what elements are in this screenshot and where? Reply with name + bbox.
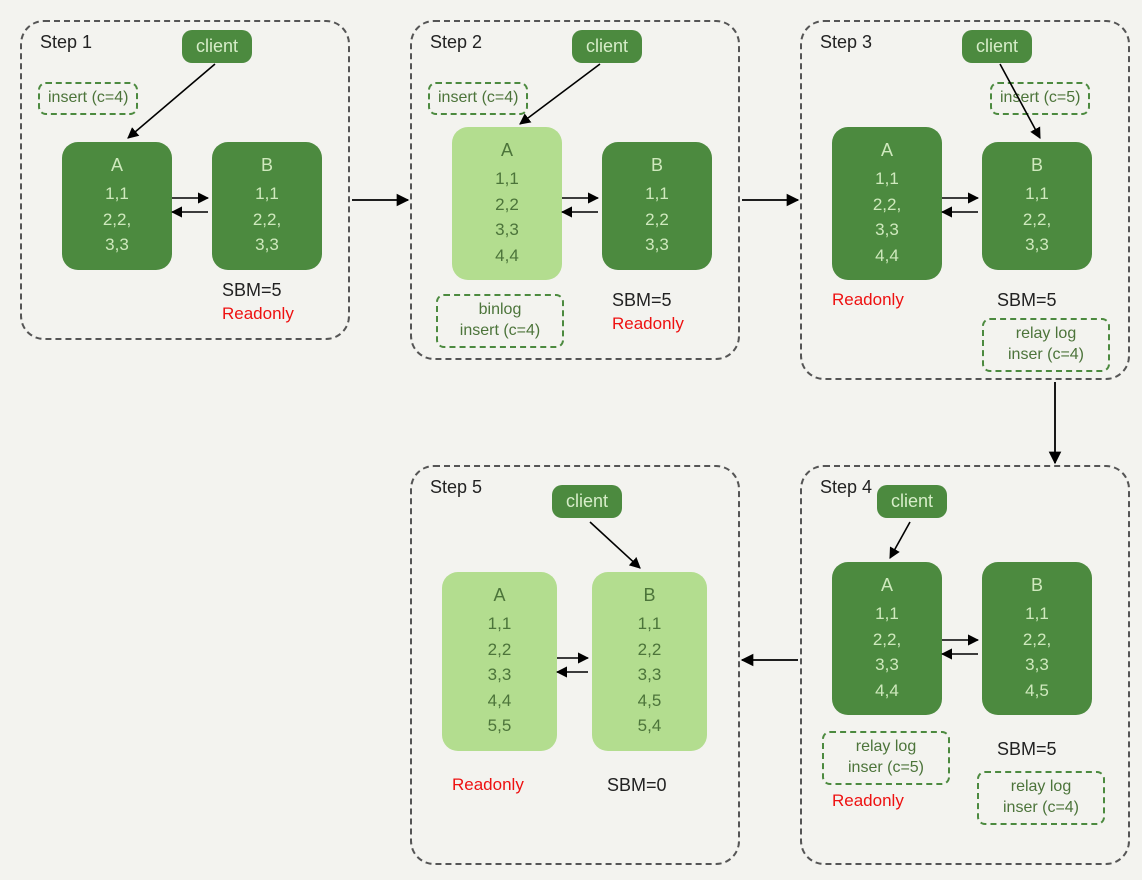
step3-db-b-row: 2,2,	[982, 207, 1092, 233]
step4-relay-a-note: relay log inser (c=5)	[822, 731, 950, 785]
step3-relay-line2: inser (c=4)	[1008, 346, 1084, 363]
step2-db-a: A 1,1 2,2 3,3 4,4	[452, 127, 562, 280]
step2-binlog-line2: insert (c=4)	[460, 322, 540, 339]
step4-db-a-row: 1,1	[832, 601, 942, 627]
step2-binlog-note: binlog insert (c=4)	[436, 294, 564, 348]
step3-panel: Step 3 client insert (c=5) A 1,1 2,2, 3,…	[800, 20, 1130, 380]
step4-sbm: SBM=5	[997, 739, 1057, 760]
step5-db-b-row: 2,2	[592, 637, 707, 663]
step2-db-a-row: 1,1	[452, 166, 562, 192]
step4-client: client	[877, 485, 947, 518]
step1-insert-note: insert (c=4)	[38, 82, 138, 115]
step3-db-a-row: 3,3	[832, 217, 942, 243]
step4-panel: Step 4 client A 1,1 2,2, 3,3 4,4 B 1,1 2…	[800, 465, 1130, 865]
step5-panel: Step 5 client A 1,1 2,2 3,3 4,4 5,5 B 1,…	[410, 465, 740, 865]
step3-client: client	[962, 30, 1032, 63]
step4-relay-b-line2: inser (c=4)	[1003, 799, 1079, 816]
step5-db-a-row: 3,3	[442, 662, 557, 688]
step2-db-a-row: 4,4	[452, 243, 562, 269]
step2-db-a-title: A	[452, 137, 562, 164]
step5-db-a: A 1,1 2,2 3,3 4,4 5,5	[442, 572, 557, 751]
step2-db-a-row: 3,3	[452, 217, 562, 243]
step3-db-a-row: 4,4	[832, 243, 942, 269]
step5-sbm: SBM=0	[607, 775, 667, 796]
step3-label: Step 3	[820, 32, 872, 53]
step5-db-b-row: 3,3	[592, 662, 707, 688]
step3-db-b-row: 1,1	[982, 181, 1092, 207]
step4-db-b-row: 3,3	[982, 652, 1092, 678]
step1-db-b-row: 3,3	[212, 232, 322, 258]
step4-db-b-row: 1,1	[982, 601, 1092, 627]
step1-db-b-title: B	[212, 152, 322, 179]
step2-db-b: B 1,1 2,2 3,3	[602, 142, 712, 270]
step1-db-b: B 1,1 2,2, 3,3	[212, 142, 322, 270]
step1-client: client	[182, 30, 252, 63]
step5-db-a-title: A	[442, 582, 557, 609]
step4-relay-a-line2: inser (c=5)	[848, 759, 924, 776]
step2-insert-note: insert (c=4)	[428, 82, 528, 115]
step1-label: Step 1	[40, 32, 92, 53]
step4-db-a-row: 2,2,	[832, 627, 942, 653]
step4-db-a-row: 3,3	[832, 652, 942, 678]
step1-db-a-row: 2,2,	[62, 207, 172, 233]
step1-sbm: SBM=5	[222, 280, 282, 301]
step5-db-b-row: 5,4	[592, 713, 707, 739]
step4-label: Step 4	[820, 477, 872, 498]
step2-readonly: Readonly	[612, 314, 684, 334]
step2-db-b-row: 2,2	[602, 207, 712, 233]
step2-db-b-title: B	[602, 152, 712, 179]
step3-db-b-title: B	[982, 152, 1092, 179]
step4-db-b-row: 2,2,	[982, 627, 1092, 653]
step4-relay-a-line1: relay log	[856, 738, 916, 755]
step4-db-b: B 1,1 2,2, 3,3 4,5	[982, 562, 1092, 715]
step2-binlog-line1: binlog	[479, 301, 522, 318]
step5-db-a-row: 1,1	[442, 611, 557, 637]
step3-relay-note: relay log inser (c=4)	[982, 318, 1110, 372]
step3-sbm: SBM=5	[997, 290, 1057, 311]
step5-db-b-title: B	[592, 582, 707, 609]
step1-panel: Step 1 client insert (c=4) A 1,1 2,2, 3,…	[20, 20, 350, 340]
step4-db-a-row: 4,4	[832, 678, 942, 704]
step5-client: client	[552, 485, 622, 518]
step5-db-a-row: 5,5	[442, 713, 557, 739]
step1-db-a: A 1,1 2,2, 3,3	[62, 142, 172, 270]
step3-db-b-row: 3,3	[982, 232, 1092, 258]
step3-db-a-row: 2,2,	[832, 192, 942, 218]
step4-db-b-row: 4,5	[982, 678, 1092, 704]
step1-db-b-row: 2,2,	[212, 207, 322, 233]
step2-panel: Step 2 client insert (c=4) A 1,1 2,2 3,3…	[410, 20, 740, 360]
step4-db-b-title: B	[982, 572, 1092, 599]
step1-db-b-row: 1,1	[212, 181, 322, 207]
step4-relay-b-note: relay log inser (c=4)	[977, 771, 1105, 825]
step4-db-a: A 1,1 2,2, 3,3 4,4	[832, 562, 942, 715]
step3-db-a-title: A	[832, 137, 942, 164]
step3-readonly: Readonly	[832, 290, 904, 310]
step2-db-b-row: 1,1	[602, 181, 712, 207]
step3-relay-line1: relay log	[1016, 325, 1076, 342]
step4-readonly: Readonly	[832, 791, 904, 811]
step3-insert-note: insert (c=5)	[990, 82, 1090, 115]
step2-db-a-row: 2,2	[452, 192, 562, 218]
step4-db-a-title: A	[832, 572, 942, 599]
step3-db-b: B 1,1 2,2, 3,3	[982, 142, 1092, 270]
step4-relay-b-line1: relay log	[1011, 778, 1071, 795]
step1-readonly: Readonly	[222, 304, 294, 324]
step3-db-a: A 1,1 2,2, 3,3 4,4	[832, 127, 942, 280]
step3-db-a-row: 1,1	[832, 166, 942, 192]
step5-db-b-row: 1,1	[592, 611, 707, 637]
step5-readonly: Readonly	[452, 775, 524, 795]
step2-db-b-row: 3,3	[602, 232, 712, 258]
step2-sbm: SBM=5	[612, 290, 672, 311]
step1-db-a-title: A	[62, 152, 172, 179]
step5-db-b-row: 4,5	[592, 688, 707, 714]
step1-db-a-row: 1,1	[62, 181, 172, 207]
step1-db-a-row: 3,3	[62, 232, 172, 258]
step2-label: Step 2	[430, 32, 482, 53]
step5-label: Step 5	[430, 477, 482, 498]
step5-db-a-row: 4,4	[442, 688, 557, 714]
step5-db-a-row: 2,2	[442, 637, 557, 663]
step2-client: client	[572, 30, 642, 63]
step5-db-b: B 1,1 2,2 3,3 4,5 5,4	[592, 572, 707, 751]
